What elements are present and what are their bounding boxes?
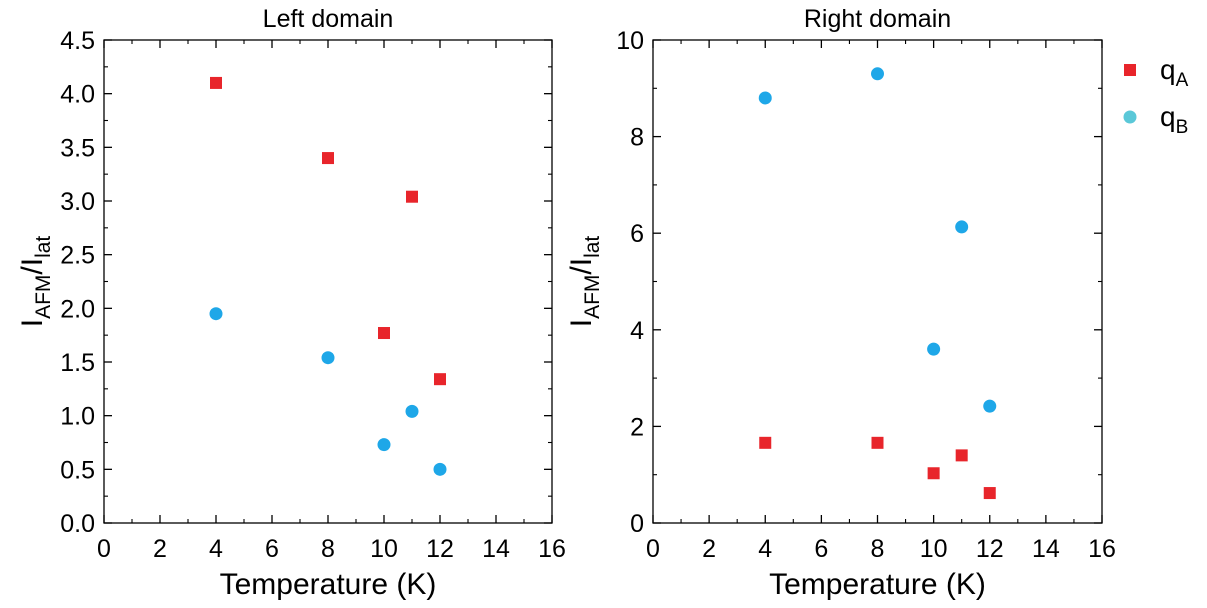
y-tick-label: 2.5 [60, 242, 95, 270]
x-tick-label: 14 [482, 535, 510, 563]
chart-title: Right domain [804, 5, 951, 33]
data-point-circle [377, 438, 391, 452]
legend-label-sub: A [1176, 70, 1189, 91]
y-axis-label: IAFM/Ilat [16, 236, 55, 328]
y-axis-label-mid: /I [16, 258, 49, 275]
y-tick-label: 4.0 [60, 81, 95, 109]
data-point-square [927, 467, 940, 480]
data-point-circle [405, 404, 419, 418]
legend-label-main: q [1160, 54, 1176, 85]
x-tick-label: 12 [976, 535, 1004, 563]
y-tick-label: 8 [630, 124, 644, 152]
plot-frame [652, 39, 1103, 524]
y-tick-label: 10 [616, 27, 644, 55]
legend-label-main: q [1160, 101, 1176, 132]
chart-panel-2: Right domain 0 2 4 6 8 10 12 14 16 0 2 4 6 8 10 Temperat… [565, 5, 1116, 601]
legend-marker-square [1124, 64, 1136, 76]
x-tick-label: 8 [321, 535, 335, 563]
y-axis-label-sub1: AFM [581, 275, 604, 319]
data-point-circle [871, 67, 884, 81]
legend-label-sub: B [1176, 117, 1189, 138]
y-axis-label-sub1: AFM [32, 275, 55, 319]
y-axis-label-main: I [565, 319, 598, 327]
x-tick-label: 2 [153, 535, 167, 563]
y-axis-label: IAFM/Ilat [565, 236, 604, 328]
y-tick-label: 3.0 [60, 188, 95, 216]
y-axis-label-mid: /I [565, 258, 598, 275]
x-tick-label: 0 [97, 535, 111, 563]
y-tick-label: 3.5 [60, 134, 95, 162]
x-tick-label: 16 [538, 535, 566, 563]
x-tick-label: 6 [265, 535, 279, 563]
data-point-circle [433, 462, 447, 476]
data-point-circle [927, 342, 941, 356]
x-tick-label: 8 [871, 535, 885, 563]
data-point-square [871, 436, 884, 449]
y-tick-label: 0.0 [60, 510, 95, 538]
y-tick-label: 0 [630, 510, 644, 538]
y-tick-label: 1.5 [60, 349, 95, 377]
x-tick-label: 4 [758, 535, 772, 563]
data-point-circle [209, 307, 223, 321]
x-tick-label: 16 [1088, 535, 1116, 563]
chart-title: Left domain [263, 5, 394, 33]
data-point-circle [955, 220, 969, 234]
data-point-square [210, 76, 222, 89]
data-point-circle [321, 351, 335, 365]
y-tick-label: 1.0 [60, 403, 95, 431]
data-point-circle [758, 91, 772, 105]
y-tick-label: 4.5 [60, 27, 95, 55]
y-axis-label-main: I [16, 319, 49, 327]
x-tick-label: 10 [920, 535, 948, 563]
plot-frame [103, 39, 553, 524]
legend-label: qB [1160, 101, 1188, 138]
x-tick-label: 10 [370, 535, 398, 563]
x-tick-label: 14 [1032, 535, 1060, 563]
x-axis-label: Temperature (K) [220, 568, 437, 601]
data-point-square [434, 373, 446, 386]
y-axis-label-sub2: lat [581, 236, 604, 258]
data-point-square [759, 436, 772, 449]
legend-marker-circle [1123, 110, 1137, 124]
data-point-circle [983, 399, 997, 413]
x-tick-label: 2 [702, 535, 716, 563]
x-tick-label: 0 [646, 535, 660, 563]
data-point-square [955, 449, 968, 462]
y-tick-label: 0.5 [60, 456, 95, 484]
y-tick-label: 6 [630, 220, 644, 248]
y-tick-label: 2 [630, 413, 644, 441]
data-point-square [322, 152, 334, 165]
y-tick-label: 2.0 [60, 295, 95, 323]
y-tick-label: 4 [630, 317, 644, 345]
x-tick-label: 4 [209, 535, 223, 563]
x-axis-label: Temperature (K) [769, 568, 986, 601]
legend-label: qA [1160, 54, 1189, 91]
x-tick-label: 6 [814, 535, 828, 563]
data-point-square [983, 487, 996, 500]
y-axis-label-sub2: lat [32, 236, 55, 258]
data-point-square [406, 190, 418, 203]
chart-panel-1: Left domain 0 2 4 6 8 10 12 14 16 0.0 0.5 1.0 1.5 2.0 2… [16, 5, 566, 601]
data-point-square [378, 327, 390, 340]
x-tick-label: 12 [426, 535, 454, 563]
